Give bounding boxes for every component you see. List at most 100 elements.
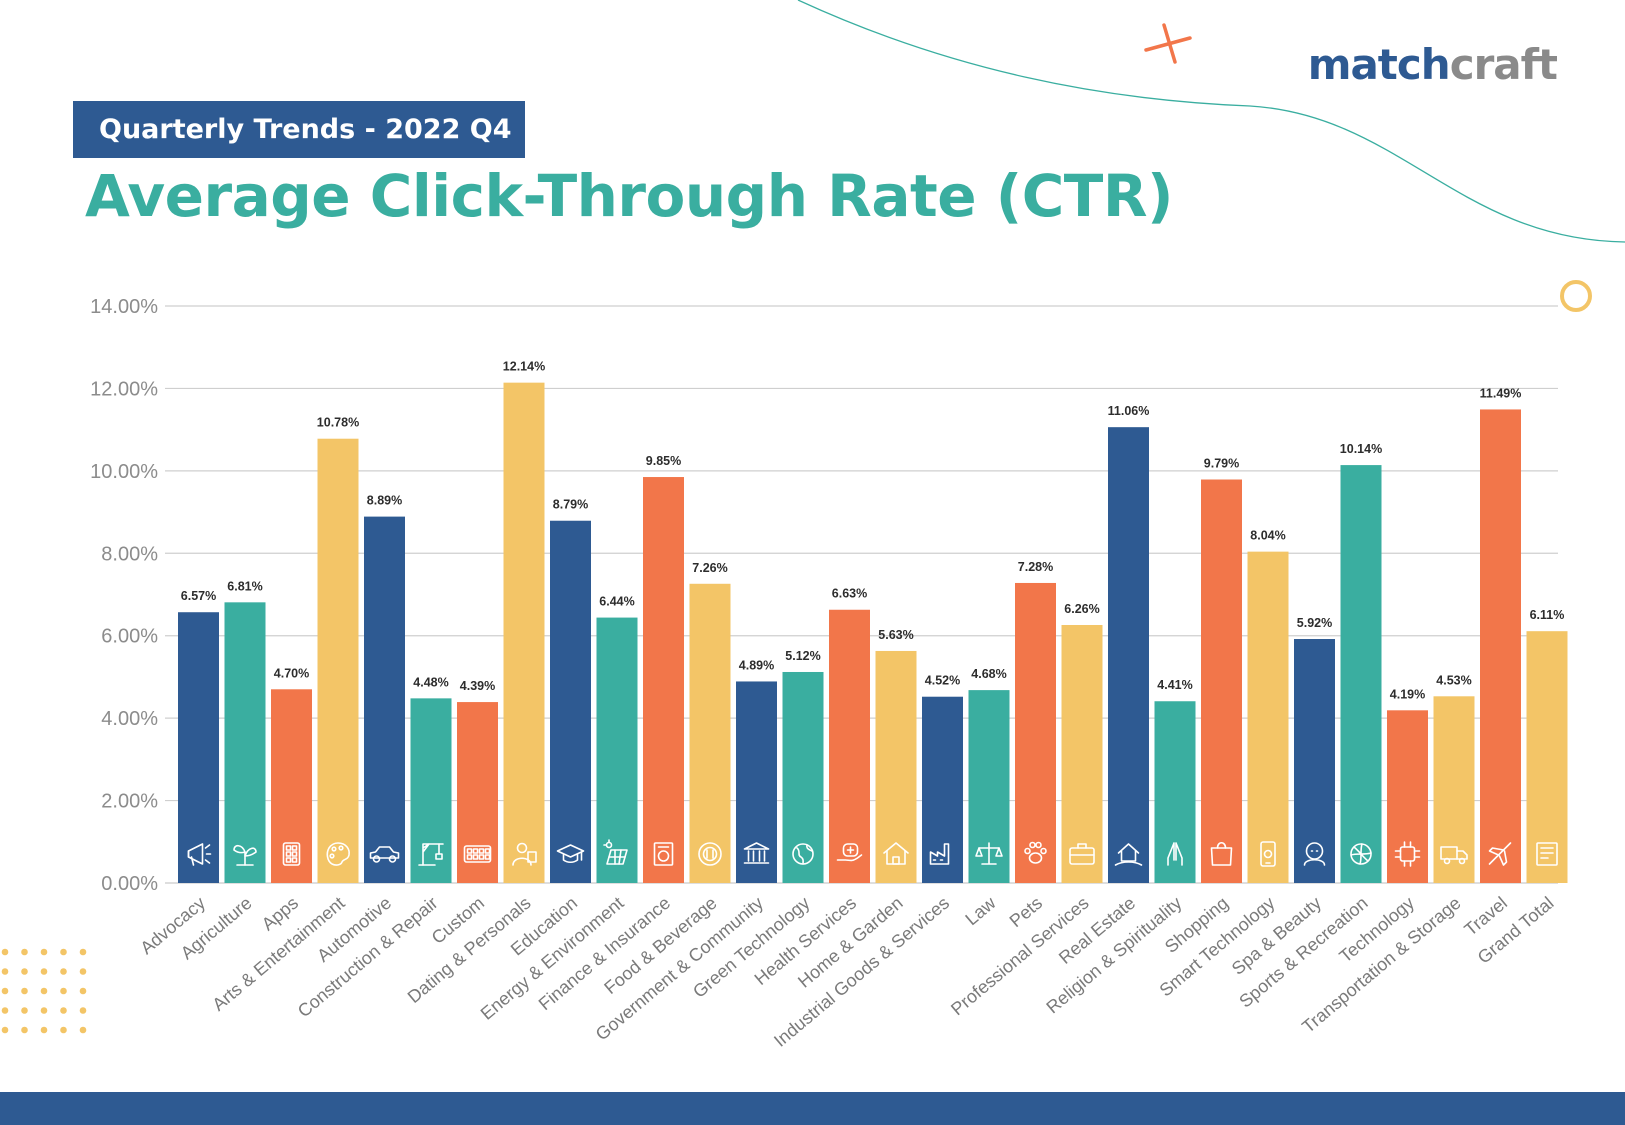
bar-travel	[1480, 409, 1521, 883]
data-label: 6.44%	[599, 595, 634, 609]
decorative-dot	[21, 987, 28, 995]
bar-shopping	[1201, 479, 1242, 883]
bar-transportation-storage	[1433, 696, 1475, 883]
bar-health-services	[829, 609, 870, 883]
health-hand-icon	[836, 843, 863, 862]
data-label: 4.52%	[925, 674, 960, 688]
decorative-dot	[79, 948, 87, 956]
bar-industrial-goods-services	[922, 696, 963, 883]
data-label: 9.85%	[646, 454, 681, 468]
food-plate-icon	[698, 842, 722, 866]
bar-food-beverage	[689, 583, 731, 883]
brand-logo: matchcraft	[1307, 40, 1558, 89]
decorative-dot	[40, 1007, 48, 1014]
decorative-dot	[21, 948, 28, 956]
finance-document-icon	[653, 842, 674, 866]
decorative-dot	[60, 1026, 67, 1034]
data-label: 4.48%	[413, 675, 448, 689]
factory-icon	[929, 843, 950, 865]
airplane-icon	[1488, 842, 1512, 866]
decorative-dot	[79, 1026, 87, 1034]
bar-religion-spirituality	[1154, 701, 1196, 883]
data-label: 6.57%	[181, 589, 216, 603]
y-tick-label: 4.00%	[101, 708, 158, 730]
bar-professional-services	[1061, 624, 1103, 883]
decorative-dot	[60, 1007, 67, 1014]
decorative-x-mark	[1144, 23, 1192, 64]
green-globe-icon	[792, 843, 814, 865]
y-tick-label: 12.00%	[90, 378, 158, 400]
data-label: 11.06%	[1108, 404, 1150, 418]
calculator-icon	[463, 845, 492, 863]
y-tick-label: 8.00%	[101, 543, 158, 565]
apps-grid-icon	[282, 842, 301, 866]
footer-bar	[0, 1092, 1625, 1125]
data-label: 4.41%	[1157, 678, 1192, 692]
palette-icon	[326, 842, 350, 866]
decorative-dot	[1, 1026, 9, 1034]
bar-smart-technology	[1247, 551, 1289, 883]
bar-finance-insurance	[643, 477, 684, 883]
decorative-dot	[1, 987, 9, 995]
government-building-icon	[743, 842, 770, 864]
briefcase-icon	[1069, 843, 1095, 865]
total-document-icon	[1536, 842, 1558, 866]
ball-icon	[1350, 843, 1372, 865]
y-tick-label: 10.00%	[90, 461, 158, 483]
scales-icon	[975, 842, 1003, 865]
data-label: 7.26%	[692, 561, 727, 575]
data-label: 6.26%	[1064, 602, 1099, 616]
y-tick-label: 0.00%	[101, 873, 158, 895]
bar-real-estate	[1108, 427, 1149, 883]
decorative-dot	[60, 968, 67, 975]
data-label: 5.12%	[785, 649, 820, 663]
bar-government-community	[736, 681, 777, 883]
solar-panel-icon	[603, 839, 628, 865]
x-tick-label: Law	[961, 892, 1000, 929]
data-label: 9.79%	[1204, 457, 1239, 471]
car-icon	[369, 846, 400, 863]
y-tick-label: 6.00%	[101, 626, 158, 648]
bar-grand-total	[1526, 631, 1568, 883]
data-label: 8.04%	[1250, 529, 1285, 543]
decorative-dots	[1, 948, 87, 1034]
bar-sports-recreation	[1340, 465, 1382, 883]
decorative-dot	[1, 948, 9, 956]
smartphone-icon	[1260, 841, 1276, 867]
crane-icon	[418, 843, 444, 866]
praying-hands-icon	[1167, 842, 1183, 866]
decorative-dot	[40, 987, 48, 995]
decorative-dot	[40, 968, 48, 975]
data-label: 6.81%	[227, 579, 262, 593]
data-label: 4.89%	[739, 658, 774, 672]
bar-technology	[1387, 710, 1428, 883]
paw-icon	[1024, 841, 1047, 864]
decorative-dot	[1, 1007, 9, 1014]
data-label: 6.63%	[832, 587, 867, 601]
truck-icon	[1440, 846, 1468, 865]
data-label: 8.89%	[367, 494, 402, 508]
bar-automotive	[364, 516, 405, 883]
data-label: 4.70%	[274, 666, 309, 680]
bar-education	[550, 520, 591, 883]
decorative-dot	[40, 1026, 48, 1034]
data-label: 11.49%	[1480, 386, 1522, 400]
data-label: 6.11%	[1530, 608, 1565, 622]
graduation-cap-icon	[556, 844, 585, 864]
data-label: 4.53%	[1436, 673, 1471, 687]
decorative-dot	[21, 1026, 28, 1034]
data-label: 8.79%	[553, 498, 588, 512]
bar-energy-environment	[596, 617, 638, 883]
decorative-dot	[1, 968, 9, 975]
bar-dating-personals	[503, 382, 545, 883]
data-label: 10.78%	[317, 416, 359, 430]
decorative-curve	[797, 0, 1625, 243]
data-label: 4.39%	[460, 679, 495, 693]
decorative-dot	[79, 1007, 87, 1014]
decorative-circle	[1560, 280, 1592, 312]
bar-home-garden	[875, 650, 917, 883]
bar-apps	[271, 689, 312, 883]
logo-part-match: match	[1307, 40, 1451, 89]
y-tick-label: 14.00%	[90, 296, 158, 318]
